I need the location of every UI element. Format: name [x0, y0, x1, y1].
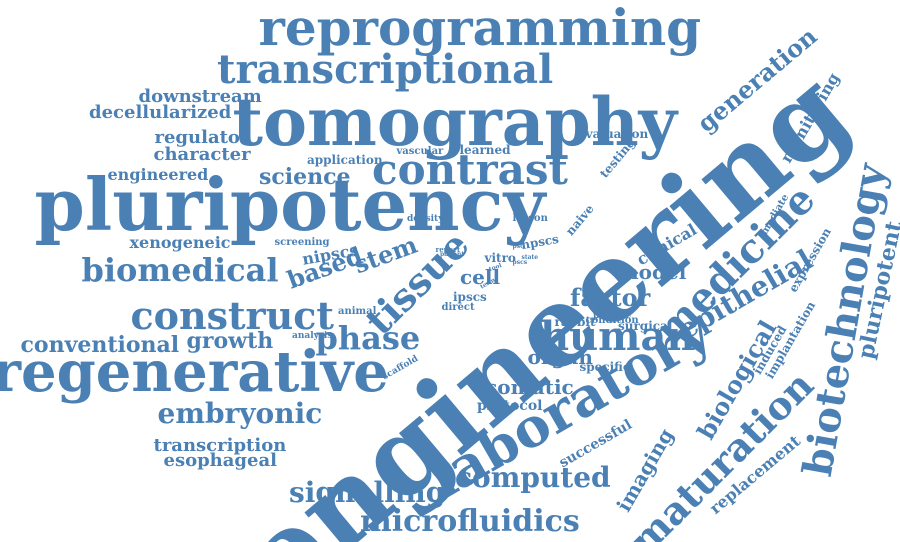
- cloud-word: lesson: [512, 213, 548, 224]
- cloud-word: somatic: [486, 375, 574, 399]
- cloud-word: regulator: [154, 127, 250, 148]
- cloud-word: learned: [459, 143, 511, 157]
- cloud-word: signalling: [289, 476, 446, 509]
- cloud-word: rabbit: [554, 315, 596, 329]
- cloud-word: transcription: [153, 435, 287, 456]
- cloud-word: application: [307, 153, 383, 167]
- cloud-word: tomography: [232, 83, 678, 161]
- cloud-word: specific: [579, 360, 631, 374]
- cloud-word: porcine: [593, 310, 632, 321]
- cloud-word: screening: [274, 237, 330, 248]
- cloud-word: biomedical: [81, 251, 279, 289]
- cloud-word: phase: [315, 319, 421, 357]
- cloud-word: transcriptional: [217, 46, 554, 93]
- cloud-word: vitro: [484, 251, 516, 265]
- cloud-word: protocol: [477, 398, 543, 414]
- cloud-word: vascular: [396, 146, 444, 157]
- cloud-word: factor: [570, 283, 651, 312]
- cloud-word: cell: [460, 265, 501, 289]
- cloud-word: character: [153, 144, 251, 165]
- cloud-word: pscs: [512, 259, 528, 266]
- cloud-word: regenerative: [0, 339, 389, 405]
- cloud-word: direct: [441, 302, 475, 313]
- cloud-word: animal: [338, 306, 377, 317]
- cloud-word: patient: [440, 251, 465, 258]
- cloud-word: human: [540, 313, 696, 360]
- cloud-word: condition: [585, 315, 639, 326]
- cloud-word: esophageal: [163, 450, 277, 471]
- cloud-word: embryonic: [157, 397, 323, 430]
- cloud-word: microfluidics: [360, 504, 580, 539]
- cloud-word: growth: [186, 328, 274, 354]
- cloud-word: state: [521, 254, 539, 261]
- cloud-word: downstream: [138, 86, 262, 107]
- cloud-word: report: [435, 244, 461, 254]
- cloud-word: model: [617, 260, 687, 284]
- cloud-word: evaluation: [578, 127, 649, 141]
- cloud-word: xenogeneic: [129, 233, 231, 252]
- cloud-word: decellularized: [89, 102, 232, 123]
- cloud-word: science: [259, 164, 351, 190]
- cloud-word: organ: [527, 345, 593, 369]
- cloud-word: conventional: [20, 332, 180, 358]
- cloud-word: ipscs: [453, 290, 487, 304]
- cloud-word: psc: [512, 243, 524, 250]
- cloud-word: engineered: [107, 165, 209, 184]
- cloud-word: density: [407, 213, 444, 224]
- cloud-word: analysis: [292, 330, 333, 341]
- cloud-word: computed: [455, 461, 611, 494]
- cloud-word: reprogramming: [258, 0, 702, 57]
- cloud-word: pluripotency: [34, 162, 546, 247]
- cloud-word: construct: [130, 293, 334, 338]
- cloud-word: surgical: [618, 319, 673, 333]
- cloud-word: contrast: [372, 145, 568, 194]
